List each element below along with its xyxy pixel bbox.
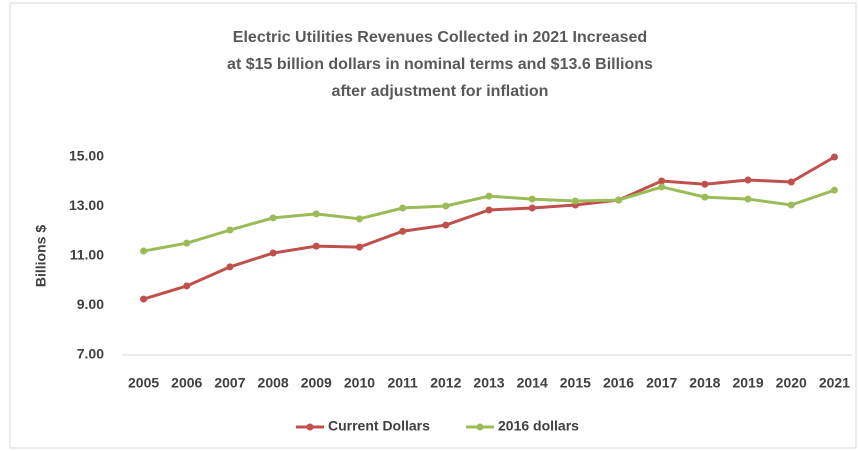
- data-point: [571, 197, 579, 205]
- y-tick-label: 9.00: [77, 296, 104, 312]
- data-point: [312, 210, 320, 218]
- x-tick-label: 2020: [776, 375, 807, 391]
- data-point: [701, 193, 709, 201]
- data-point: [140, 247, 148, 255]
- x-tick-label: 2005: [128, 375, 159, 391]
- y-tick-label: 11.00: [70, 247, 104, 263]
- x-tick-label: 2008: [258, 375, 289, 391]
- data-point: [528, 195, 536, 203]
- data-point: [658, 177, 666, 185]
- data-point: [442, 221, 450, 229]
- x-tick-label: 2007: [214, 375, 245, 391]
- data-point: [226, 263, 234, 271]
- data-point: [830, 153, 838, 161]
- data-point: [701, 180, 709, 188]
- data-point: [399, 204, 407, 212]
- y-axis-label: Billions $: [33, 225, 49, 287]
- legend-marker: [306, 423, 314, 431]
- data-point: [442, 202, 450, 210]
- legend-label: Current Dollars: [328, 418, 430, 434]
- chart-title: at $15 billion dollars in nominal terms …: [227, 56, 653, 73]
- x-tick-label: 2021: [819, 375, 850, 391]
- data-point: [658, 183, 666, 191]
- data-point: [787, 201, 795, 209]
- x-tick-label: 2009: [301, 375, 332, 391]
- data-point: [269, 249, 277, 257]
- data-point: [744, 195, 752, 203]
- data-point: [355, 215, 363, 223]
- x-tick-label: 2010: [344, 375, 375, 391]
- x-tick-label: 2015: [560, 375, 591, 391]
- data-point: [830, 186, 838, 194]
- x-tick-label: 2014: [517, 375, 548, 391]
- data-point: [528, 204, 536, 212]
- data-point: [615, 196, 623, 204]
- data-point: [140, 295, 148, 303]
- data-point: [485, 206, 493, 214]
- x-tick-label: 2018: [689, 375, 720, 391]
- data-point: [399, 227, 407, 235]
- data-point: [355, 243, 363, 251]
- data-point: [226, 226, 234, 234]
- data-point: [183, 282, 191, 290]
- data-point: [269, 214, 277, 222]
- x-tick-label: 2013: [473, 375, 504, 391]
- x-tick-label: 2011: [387, 375, 418, 391]
- y-tick-label: 15.00: [69, 148, 104, 164]
- data-point: [787, 178, 795, 186]
- x-tick-label: 2019: [732, 375, 763, 391]
- legend-marker: [476, 423, 484, 431]
- x-tick-label: 2016: [603, 375, 634, 391]
- data-point: [183, 239, 191, 247]
- y-tick-label: 7.00: [77, 346, 104, 362]
- x-tick-label: 2006: [171, 375, 202, 391]
- legend-label: 2016 dollars: [498, 418, 579, 434]
- data-point: [312, 242, 320, 250]
- x-tick-label: 2012: [430, 375, 461, 391]
- chart-title: Electric Utilities Revenues Collected in…: [233, 29, 647, 46]
- data-point: [485, 192, 493, 200]
- y-tick-label: 13.00: [69, 197, 104, 213]
- data-point: [744, 176, 752, 184]
- x-tick-label: 2017: [646, 375, 677, 391]
- chart-title: after adjustment for inflation: [332, 83, 549, 100]
